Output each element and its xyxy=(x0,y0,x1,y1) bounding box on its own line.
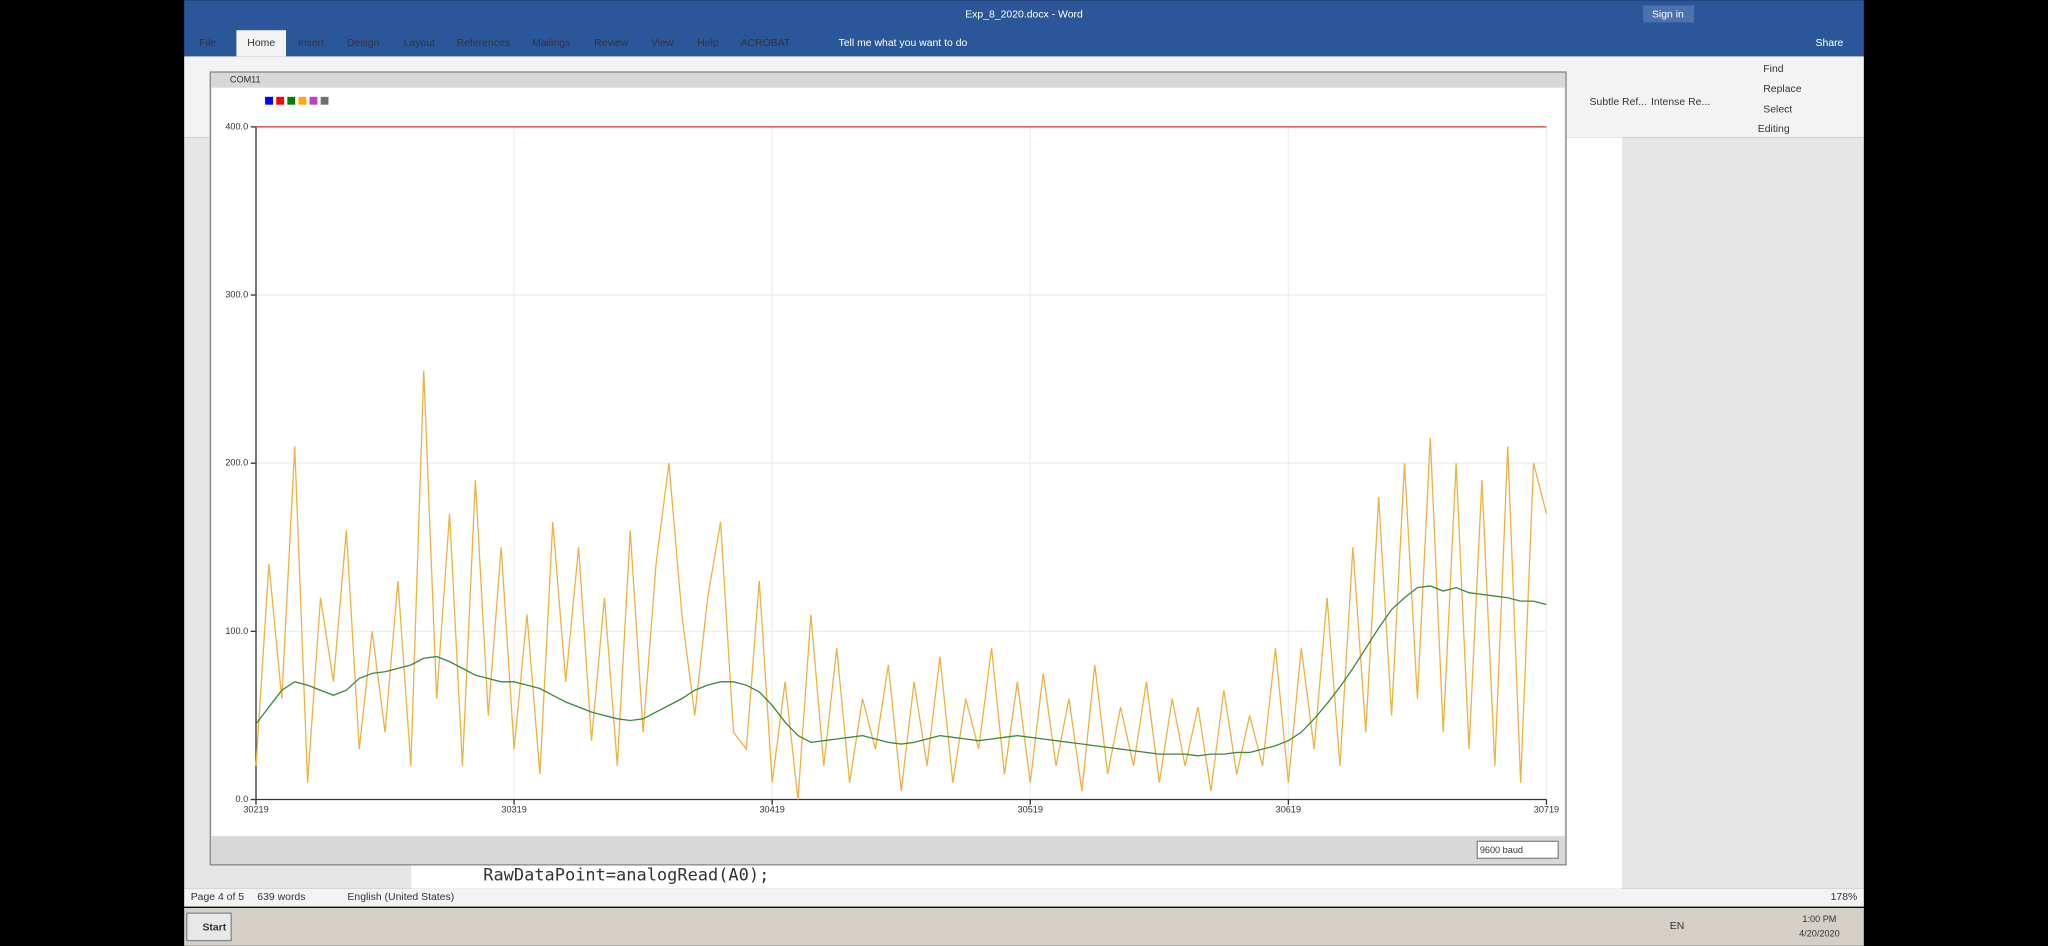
plotter-title: COM11 xyxy=(230,74,261,84)
sign-in[interactable]: Sign in xyxy=(1652,9,1684,20)
series-line xyxy=(255,585,1547,757)
clock-date: 4/20/2020 xyxy=(1799,928,1840,938)
x-tick-label: 30319 xyxy=(501,804,526,814)
start-button[interactable] xyxy=(186,912,232,942)
taskbar xyxy=(184,907,1864,946)
y-tick-label: 0.0 xyxy=(235,794,248,804)
lang: EN xyxy=(1670,921,1685,932)
x-tick-label: 30419 xyxy=(759,804,784,814)
series-line xyxy=(255,370,1548,800)
y-tick-label: 300.0 xyxy=(225,289,248,299)
clock-time: 1:00 PM xyxy=(1802,914,1836,924)
zoom: 178% xyxy=(1831,892,1858,903)
tab[interactable]: Mailings xyxy=(532,38,570,49)
code-line: RawDataPoint=analogRead(A0); xyxy=(483,865,769,885)
replace[interactable]: Replace xyxy=(1763,84,1801,95)
find[interactable]: Find xyxy=(1763,64,1783,75)
y-tick-label: 400.0 xyxy=(225,121,248,131)
tab[interactable]: View xyxy=(651,38,674,49)
active-tab xyxy=(236,30,287,57)
status-lang: English (United States) xyxy=(347,892,454,903)
status-bar xyxy=(184,888,1864,907)
style-1[interactable]: Subtle Ref... xyxy=(1590,97,1647,108)
tell-me[interactable]: Tell me what you want to do xyxy=(839,38,968,49)
legend-swatch xyxy=(287,96,296,105)
tab[interactable]: Insert xyxy=(298,38,324,49)
select[interactable]: Select xyxy=(1763,105,1792,116)
legend-swatch xyxy=(298,96,307,105)
share[interactable]: Share xyxy=(1816,38,1844,49)
status-page: Page 4 of 5 xyxy=(191,892,245,903)
tabs: File Home Insert Design Layout References Mail… xyxy=(199,38,791,49)
legend-swatch xyxy=(320,96,329,105)
doc-title: Exp_8_2020.docx - Word xyxy=(965,9,1083,20)
x-tick-label: 30519 xyxy=(1018,804,1043,814)
plot: 0.0 100.0 200.0 300.0 400.0 30219 30319 30419 30… xyxy=(225,96,1559,814)
sign-in-button[interactable] xyxy=(1643,5,1695,23)
x-tick-label: 30619 xyxy=(1276,804,1301,814)
y-tick-label: 200.0 xyxy=(225,458,248,468)
x-tick-label: 30719 xyxy=(1534,804,1559,814)
tab[interactable]: Help xyxy=(697,38,719,49)
tab[interactable]: Review xyxy=(594,38,629,49)
legend-swatch xyxy=(309,96,318,105)
plot-area xyxy=(211,87,1565,837)
baud[interactable]: 9600 baud xyxy=(1480,845,1523,855)
y-tick-label: 100.0 xyxy=(225,626,248,636)
start[interactable]: Start xyxy=(202,922,226,933)
legend-swatch xyxy=(265,96,273,105)
tab[interactable]: Home xyxy=(247,38,275,49)
title-bar xyxy=(184,0,1864,57)
x-tick-label: 30219 xyxy=(243,804,268,814)
tab[interactable]: File xyxy=(199,38,216,49)
baud-select[interactable] xyxy=(1476,840,1559,859)
style-2[interactable]: Intense Re... xyxy=(1651,97,1710,108)
tab[interactable]: Design xyxy=(347,38,380,49)
tab[interactable]: Layout xyxy=(404,38,435,49)
status-words: 639 words xyxy=(257,892,305,903)
tab[interactable]: ACROBAT xyxy=(741,38,791,49)
legend-swatch xyxy=(276,96,285,105)
editing-group: Editing xyxy=(1758,124,1790,135)
tab[interactable]: References xyxy=(457,38,510,49)
